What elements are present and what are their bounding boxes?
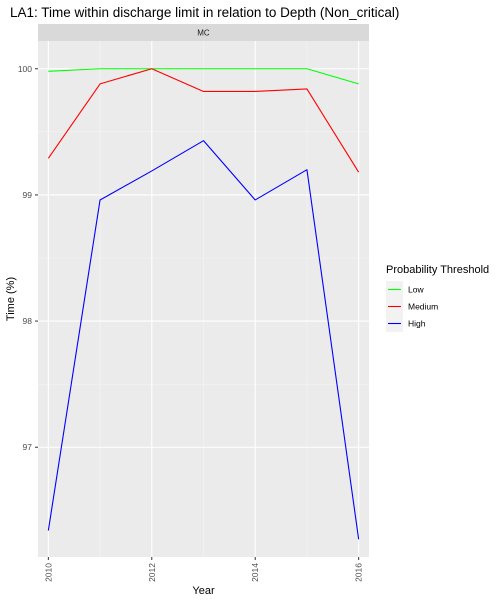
x-tick-label: 2014 — [250, 563, 260, 582]
legend-label-high: High — [408, 319, 426, 329]
legend-label-medium: Medium — [408, 302, 438, 312]
y-tick-label: 98 — [23, 316, 33, 326]
y-tick-label: 100 — [18, 64, 32, 74]
x-tick-label: 2012 — [147, 563, 157, 582]
x-tick-label: 2016 — [354, 563, 364, 582]
series-line-medium — [47, 68, 360, 173]
y-axis-title: Time (%) — [5, 277, 17, 321]
facet-strip — [38, 24, 369, 41]
y-tick-label: 99 — [23, 190, 33, 200]
y-tick-label: 97 — [23, 442, 33, 452]
axes: 97 98 99 100 2010 2012 2014 2016 — [18, 64, 364, 582]
facet-label: MC — [197, 29, 210, 38]
x-axis-title: Year — [192, 585, 215, 597]
series-line-low — [48, 68, 359, 85]
chart-title: LA1: Time within discharge limit in rela… — [10, 5, 399, 20]
legend-label-low: Low — [408, 285, 424, 295]
series-lines — [47, 68, 360, 540]
legend-items: Low Medium High — [386, 281, 438, 332]
x-tick-label: 2010 — [43, 563, 53, 582]
series-line-high — [47, 140, 360, 540]
legend: Probability Threshold Low Medium High — [386, 264, 489, 332]
legend-title: Probability Threshold — [386, 264, 489, 276]
